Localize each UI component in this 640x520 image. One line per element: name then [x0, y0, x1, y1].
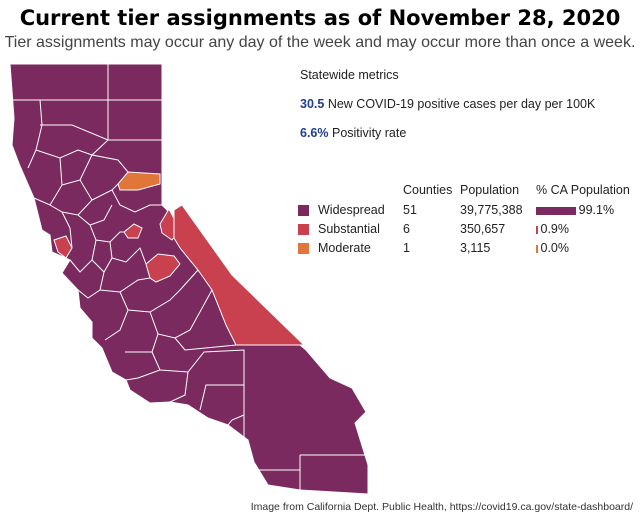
source-note: Image from California Dept. Public Healt… — [250, 501, 633, 513]
moderate-share-bar — [536, 244, 538, 253]
page-title: Current tier assignments as of November … — [19, 6, 621, 30]
header-population: Population — [460, 183, 520, 197]
cases-value: 30.5 — [300, 97, 325, 111]
statewide-metrics: Statewide metrics 30.5 New COVID-19 posi… — [300, 68, 595, 155]
page-subtitle: Tier assignments may occur any day of th… — [4, 34, 636, 51]
tier-population: 350,657 — [460, 222, 506, 236]
metrics-heading: Statewide metrics — [300, 68, 399, 82]
tier-population: 3,115 — [460, 241, 491, 255]
tier-counties: 1 — [403, 241, 410, 255]
tier-share: 99.1% — [578, 203, 615, 217]
tier-name: Substantial — [318, 222, 380, 236]
amador-substantial — [123, 223, 143, 239]
san-francisco-marin-substantial — [53, 235, 73, 259]
tier-counties: 6 — [403, 222, 410, 236]
legend-header-row: Counties Population % CA Population — [298, 183, 630, 201]
tier-legend-table: Counties Population % CA Population Wide… — [298, 183, 630, 258]
moderate-swatch — [298, 243, 309, 255]
positivity-metric: 6.6% Positivity rate — [300, 126, 595, 140]
tier-share: 0.0% — [540, 241, 570, 255]
county-borders — [10, 64, 368, 490]
mariposa-substantial — [145, 253, 181, 283]
tier-share: 0.9% — [540, 222, 570, 236]
substantial-share-bar — [536, 225, 538, 234]
positivity-label: Positivity rate — [331, 126, 407, 140]
cases-metric: 30.5 New COVID-19 positive cases per day… — [300, 97, 595, 111]
widespread-swatch — [298, 205, 309, 217]
legend-row-moderate: Moderate 1 3,115 0.0% — [298, 239, 630, 258]
header-share: % CA Population — [536, 183, 630, 197]
tier-name: Widespread — [318, 203, 385, 217]
tier-name: Moderate — [318, 241, 371, 255]
legend-row-substantial: Substantial 6 350,657 0.9% — [298, 220, 630, 239]
header-counties: Counties — [403, 183, 453, 197]
tier-counties: 51 — [403, 203, 417, 217]
cases-label: New COVID-19 positive cases per day per … — [327, 97, 596, 111]
positivity-value: 6.6% — [300, 126, 329, 140]
substantial-swatch — [298, 224, 309, 236]
widespread-share-bar — [536, 206, 576, 215]
inyo-mono-substantial — [173, 204, 306, 346]
legend-row-widespread: Widespread 51 39,775,388 99.1% — [298, 201, 630, 220]
tier-population: 39,775,388 — [460, 203, 523, 217]
